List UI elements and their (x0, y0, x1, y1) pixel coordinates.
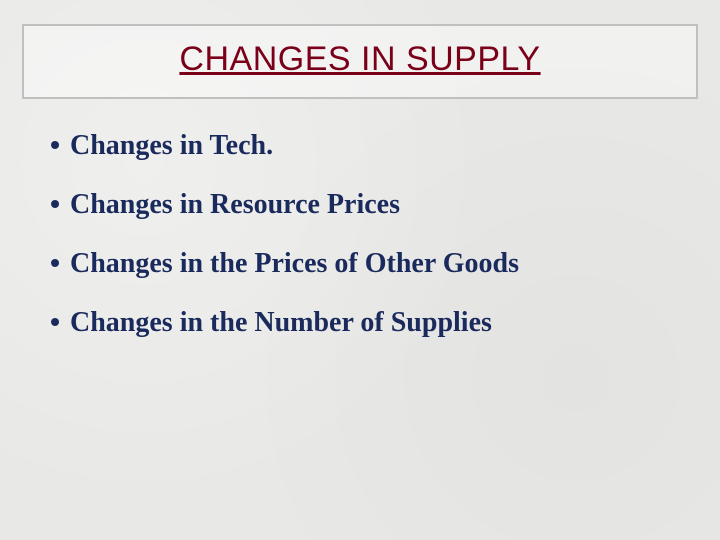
bullet-text: Changes in Tech. (70, 130, 680, 162)
list-item: • Changes in Tech. (40, 129, 680, 162)
slide: CHANGES IN SUPPLY • Changes in Tech. • C… (0, 24, 720, 540)
list-item: • Changes in Resource Prices (40, 188, 680, 221)
list-item: • Changes in the Prices of Other Goods (40, 247, 680, 280)
bullet-text: Changes in the Prices of Other Goods (70, 248, 680, 280)
bullet-icon: • (40, 247, 70, 279)
bullet-text: Changes in Resource Prices (70, 189, 680, 221)
bullet-icon: • (40, 306, 70, 338)
bullet-list: • Changes in Tech. • Changes in Resource… (40, 129, 680, 339)
list-item: • Changes in the Number of Supplies (40, 306, 680, 339)
bullet-text: Changes in the Number of Supplies (70, 307, 680, 339)
slide-title: CHANGES IN SUPPLY (179, 40, 540, 78)
title-box: CHANGES IN SUPPLY (22, 24, 698, 99)
bullet-icon: • (40, 129, 70, 161)
bullet-icon: • (40, 188, 70, 220)
